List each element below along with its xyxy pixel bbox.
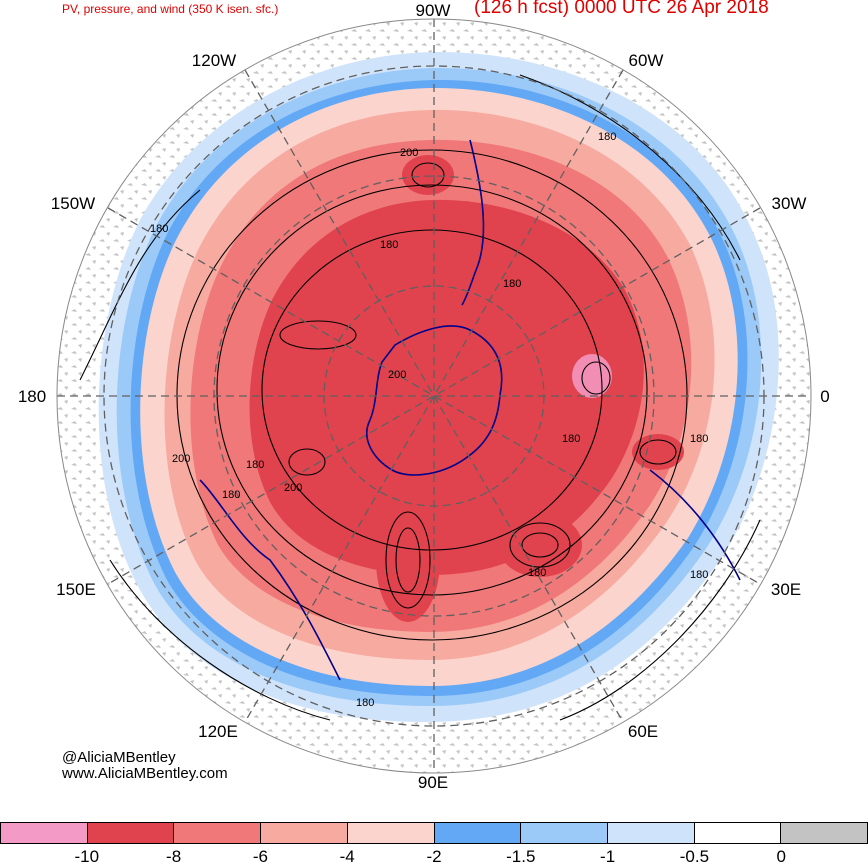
contour-label: 180 — [246, 459, 264, 471]
lon-label-120e: 120E — [198, 722, 238, 741]
contour-label: 180 — [150, 223, 168, 235]
contour-label: 180 — [528, 567, 546, 579]
pressure-contours — [79, 74, 761, 721]
graticule — [57, 19, 811, 773]
contour-label: 180 — [356, 697, 374, 709]
lon-label-90w: 90W — [415, 1, 451, 20]
colorbar-segment — [347, 822, 435, 844]
lon-label-30w: 30W — [771, 194, 807, 213]
contour-label: 200 — [388, 369, 406, 381]
contour-labels: 200 180 180 180 180 180 200 180 200 180 … — [150, 131, 708, 709]
colorbar-segment — [521, 822, 608, 844]
colorbar-tick-label: -1 — [600, 847, 616, 865]
colorbar-tick-label: -0.5 — [679, 847, 710, 865]
antarctica-coast — [365, 325, 503, 476]
colorbar-segment — [261, 822, 348, 844]
pv-core-30w — [572, 354, 612, 398]
contour-label: 180 — [690, 433, 708, 445]
lon-label-90e: 90E — [417, 773, 449, 792]
product-title: PV, pressure, and wind (350 K isen. sfc.… — [62, 2, 279, 16]
colorbar-segment — [0, 822, 88, 844]
lon-label-0: 0 — [820, 387, 830, 406]
colorbar-tick-label: -6 — [252, 847, 268, 865]
pv-lobe-90w — [402, 155, 454, 195]
lon-label-180: 180 — [17, 387, 47, 406]
colorbar-tick-label: -1.5 — [506, 847, 536, 865]
contour-label: 180 — [690, 569, 708, 581]
lon-label-60e: 60E — [627, 722, 659, 741]
colorbar-segment — [174, 822, 262, 844]
pv-lobe-150e — [277, 440, 337, 484]
colorbar-tick-label: 0 — [776, 847, 786, 865]
colorbar-tick-label: -8 — [166, 847, 182, 865]
contour-label: 200 — [172, 453, 190, 465]
colorbar-segment — [694, 822, 782, 844]
pv-band-deep-red — [249, 199, 644, 575]
pv-lobe-150w — [266, 313, 370, 357]
colorbar-segment — [87, 822, 175, 844]
australia-coast — [199, 479, 341, 681]
lon-label-60w: 60W — [628, 51, 664, 70]
contour-label: 180 — [598, 131, 616, 143]
colorbar-tick-label: -10 — [74, 847, 100, 865]
contour-label: 180 — [222, 489, 240, 501]
author-website: www.AliciaMBentley.com — [62, 765, 228, 782]
africa-coast — [649, 469, 741, 581]
coastlines — [199, 139, 741, 681]
author-handle: @AliciaMBentley — [62, 749, 176, 766]
lon-label-120w: 120W — [191, 51, 237, 70]
colorbar-tick-label: -2 — [426, 847, 442, 865]
colorbar — [0, 822, 868, 844]
lon-label-150w: 150W — [50, 194, 96, 213]
colorbar-tick-label: -4 — [339, 847, 355, 865]
contour-label: 180 — [380, 239, 398, 251]
lon-label-30e: 30E — [770, 580, 802, 599]
polar-map: 200 180 180 180 180 180 200 180 200 180 … — [56, 18, 812, 774]
colorbar-segment — [607, 822, 695, 844]
colorbar-segment — [434, 822, 522, 844]
forecast-title: (126 h fcst) 0000 UTC 26 Apr 2018 — [474, 0, 769, 18]
contour-label: 200 — [284, 482, 302, 494]
colorbar-segment — [781, 822, 868, 844]
contour-label: 180 — [503, 278, 521, 290]
pv-lobe-0 — [632, 434, 684, 470]
contour-label: 200 — [400, 147, 418, 159]
map-boundary — [56, 18, 812, 774]
lon-label-150e: 150E — [56, 580, 96, 599]
contour-label: 180 — [562, 433, 580, 445]
